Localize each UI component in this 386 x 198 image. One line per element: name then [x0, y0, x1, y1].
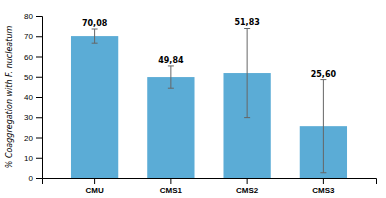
- x-tick-label: CMU: [86, 186, 104, 195]
- x-axis-line: [43, 179, 377, 185]
- x-tick-label: CMS2: [236, 186, 259, 195]
- x-tick-label: CMS1: [160, 186, 183, 195]
- error-cap: [168, 65, 174, 66]
- y-axis: 0 10 20 30 40 50 60 70 80: [24, 12, 42, 183]
- chart: 0 10 20 30 40 50 60 70 80 CMU CMS1 CMS2 CMS3 % Coaggr…: [0, 0, 386, 198]
- error-cap: [320, 79, 326, 80]
- error-bar: [320, 80, 326, 173]
- y-tick: 60: [24, 53, 42, 62]
- y-tick-label: 30: [24, 113, 33, 122]
- y-tick: 20: [24, 134, 42, 143]
- x-tick: CMS1: [160, 178, 183, 195]
- error-cap: [320, 172, 326, 173]
- error-cap: [168, 88, 174, 89]
- y-tick-label: 60: [24, 53, 33, 62]
- y-tick-label: 0: [29, 174, 34, 183]
- y-tick-mark: [36, 57, 42, 58]
- marks: [71, 28, 347, 178]
- y-tick-label: 20: [24, 134, 33, 143]
- x-tick: CMS2: [236, 178, 259, 195]
- error-bar: [244, 28, 250, 117]
- y-tick: 40: [24, 93, 42, 102]
- y-axis-line: [36, 17, 43, 179]
- x-tick-mark: [170, 178, 171, 184]
- y-tick-label: 10: [24, 154, 33, 163]
- y-tick: 50: [24, 73, 42, 82]
- y-tick-mark: [36, 138, 42, 139]
- error-cap: [92, 43, 98, 44]
- error-cap: [92, 29, 98, 30]
- x-axis: CMU CMS1 CMS2 CMS3: [43, 178, 377, 195]
- y-tick-mark: [36, 16, 42, 17]
- plot: 0 10 20 30 40 50 60 70 80 CMU CMS1 CMS2 CMS3 % Coaggr…: [5, 12, 377, 195]
- error-bar: [168, 66, 174, 88]
- y-tick: 10: [24, 154, 42, 163]
- bar: [71, 36, 118, 178]
- data-labels: 70,08 49,84 51,83 25,60: [82, 18, 337, 78]
- bar: [147, 77, 194, 178]
- y-tick-label: 40: [24, 93, 33, 102]
- y-tick-label: 70: [24, 32, 33, 41]
- chart-container: 0 10 20 30 40 50 60 70 80 CMU CMS1 CMS2 CMS3 % Coaggr…: [0, 0, 386, 198]
- error-line: [323, 80, 324, 173]
- y-tick-label: 80: [24, 12, 33, 21]
- x-tick: CMU: [86, 178, 104, 195]
- error-line: [170, 66, 171, 88]
- error-line: [94, 29, 95, 43]
- y-tick-mark: [36, 97, 42, 98]
- data-label: 25,60: [311, 70, 337, 79]
- y-tick: 0: [29, 174, 42, 183]
- error-cap: [244, 28, 250, 29]
- data-label: 70,08: [82, 19, 108, 28]
- y-tick-mark: [36, 158, 42, 159]
- y-tick-mark: [36, 36, 42, 37]
- y-tick-label: 50: [24, 73, 33, 82]
- data-label: 51,83: [234, 18, 259, 27]
- error-cap: [244, 117, 250, 118]
- error-bar: [92, 29, 98, 43]
- y-tick-mark: [36, 117, 42, 118]
- x-tick-mark: [94, 178, 95, 184]
- y-tick: 30: [24, 113, 42, 122]
- x-tick-mark: [323, 178, 324, 184]
- y-tick: 70: [24, 32, 42, 41]
- y-tick: 80: [24, 12, 42, 21]
- data-label: 49,84: [158, 56, 184, 65]
- x-tick-mark: [247, 178, 248, 184]
- y-tick-mark: [36, 77, 42, 78]
- x-tick: CMS3: [312, 178, 335, 195]
- y-axis-title: % Coaggregation with F. nucleatum: [5, 26, 14, 169]
- x-tick-label: CMS3: [312, 186, 335, 195]
- y-tick-mark: [36, 178, 42, 179]
- error-line: [247, 28, 248, 117]
